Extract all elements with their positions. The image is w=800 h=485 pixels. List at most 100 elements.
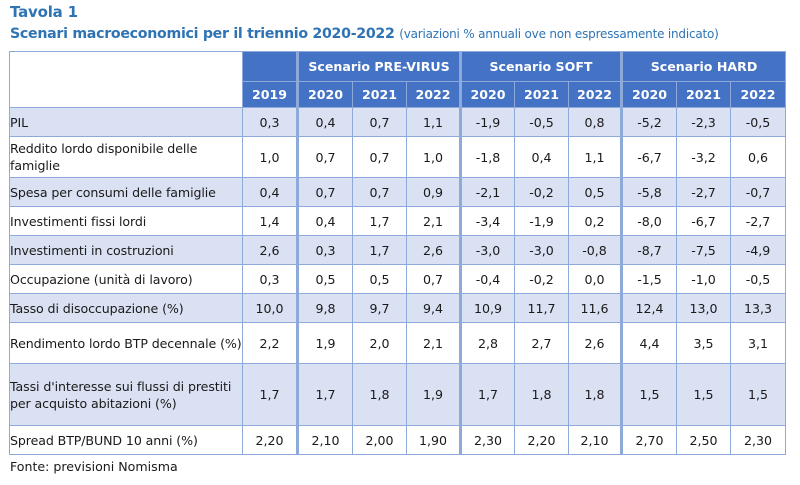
value-cell: 0,4 <box>296 107 353 137</box>
table-row: PIL 0,3 0,4 0,7 1,1 -1,9 -0,5 0,8 -5,2 -2,3 -0,5 <box>9 107 787 137</box>
value-cell: 0,0 <box>568 264 622 294</box>
row-label: Spread BTP/BUND 10 anni (%) <box>9 425 243 455</box>
value-cell: -2,1 <box>459 177 515 207</box>
value-cell: -2,7 <box>729 206 787 236</box>
value-cell: 1,7 <box>352 235 407 265</box>
value-cell: -2,3 <box>676 107 731 137</box>
value-cell: 1,0 <box>242 136 298 178</box>
value-cell: 1,8 <box>352 363 407 426</box>
value-cell: 0,7 <box>352 136 407 178</box>
scenario-table: Scenario PRE-VIRUS Scenario SOFT Scenari… <box>9 51 787 455</box>
value-cell: 1,7 <box>242 363 298 426</box>
value-cell: -0,2 <box>514 177 569 207</box>
value-cell: 9,8 <box>296 293 353 323</box>
value-cell: 0,4 <box>242 177 298 207</box>
value-cell: 0,6 <box>729 136 787 178</box>
header-year: 2022 <box>406 81 461 108</box>
header-year: 2022 <box>568 81 622 108</box>
value-cell: 0,2 <box>568 206 622 236</box>
value-cell: -8,7 <box>620 235 677 265</box>
value-cell: -6,7 <box>676 206 731 236</box>
value-cell: 2,0 <box>352 322 407 364</box>
value-cell: 2,00 <box>352 425 407 455</box>
value-cell: 13,0 <box>676 293 731 323</box>
value-cell: 2,1 <box>406 206 461 236</box>
value-cell: -3,0 <box>514 235 569 265</box>
value-cell: -1,9 <box>459 107 515 137</box>
table-row: Investimenti fissi lordi 1,4 0,4 1,7 2,1 -3,4… <box>9 206 787 236</box>
value-cell: 1,8 <box>514 363 569 426</box>
value-cell: 1,90 <box>406 425 461 455</box>
value-cell: 10,9 <box>459 293 515 323</box>
value-cell: 1,0 <box>406 136 461 178</box>
row-label: Investimenti fissi lordi <box>9 206 243 236</box>
value-cell: 0,3 <box>296 235 353 265</box>
table-number: Tavola 1 <box>10 3 78 21</box>
table-body: PIL 0,3 0,4 0,7 1,1 -1,9 -0,5 0,8 -5,2 -2,3 -0,5 Re… <box>9 107 787 455</box>
value-cell: 4,4 <box>620 322 677 364</box>
header-scenario-soft: Scenario SOFT <box>459 51 622 82</box>
value-cell: 3,5 <box>676 322 731 364</box>
table-row: Spesa per consumi delle famiglie 0,4 0,7 0,… <box>9 177 787 207</box>
table-row: Reddito lordo disponibile delle famiglie… <box>9 136 787 178</box>
value-cell: 2,30 <box>729 425 787 455</box>
header-scenario-pre-virus: Scenario PRE-VIRUS <box>296 51 461 82</box>
value-cell: 0,3 <box>242 107 298 137</box>
value-cell: 1,7 <box>459 363 515 426</box>
row-label: Investimenti in costruzioni <box>9 235 243 265</box>
value-cell: 1,5 <box>676 363 731 426</box>
value-cell: 0,7 <box>406 264 461 294</box>
value-cell: 1,7 <box>352 206 407 236</box>
row-label: PIL <box>9 107 243 137</box>
value-cell: -1,9 <box>514 206 569 236</box>
value-cell: 1,8 <box>568 363 622 426</box>
table-row: Tasso di disoccupazione (%) 10,0 9,8 9,7 9,4… <box>9 293 787 323</box>
value-cell: 2,6 <box>406 235 461 265</box>
value-cell: 2,8 <box>459 322 515 364</box>
value-cell: 1,7 <box>296 363 353 426</box>
header-year: 2020 <box>296 81 353 108</box>
value-cell: 2,6 <box>242 235 298 265</box>
value-cell: 2,6 <box>568 322 622 364</box>
row-label: Tasso di disoccupazione (%) <box>9 293 243 323</box>
value-cell: 12,4 <box>620 293 677 323</box>
value-cell: 1,9 <box>406 363 461 426</box>
value-cell: 2,10 <box>568 425 622 455</box>
value-cell: 0,8 <box>568 107 622 137</box>
value-cell: 1,9 <box>296 322 353 364</box>
value-cell: 1,1 <box>568 136 622 178</box>
header-row-scenarios: Scenario PRE-VIRUS Scenario SOFT Scenari… <box>9 51 787 108</box>
value-cell: -3,0 <box>459 235 515 265</box>
value-cell: 2,20 <box>242 425 298 455</box>
value-cell: -0,4 <box>459 264 515 294</box>
value-cell: 11,7 <box>514 293 569 323</box>
value-cell: -5,2 <box>620 107 677 137</box>
table-title: Scenari macroeconomici per il triennio 2… <box>10 26 719 42</box>
value-cell: 1,1 <box>406 107 461 137</box>
value-cell: 0,4 <box>514 136 569 178</box>
value-cell: -0,7 <box>729 177 787 207</box>
header-year: 2020 <box>459 81 515 108</box>
value-cell: 0,3 <box>242 264 298 294</box>
value-cell: 11,6 <box>568 293 622 323</box>
header-year: 2019 <box>242 81 298 108</box>
value-cell: 2,2 <box>242 322 298 364</box>
value-cell: -4,9 <box>729 235 787 265</box>
header-year: 2021 <box>676 81 731 108</box>
table-row: Occupazione (unità di lavoro) 0,3 0,5 0,5 0,… <box>9 264 787 294</box>
value-cell: -1,8 <box>459 136 515 178</box>
table-row: Spread BTP/BUND 10 anni (%) 2,20 2,10 2,00 1… <box>9 425 787 455</box>
source-note: Fonte: previsioni Nomisma <box>10 459 178 474</box>
value-cell: 2,20 <box>514 425 569 455</box>
value-cell: -1,5 <box>620 264 677 294</box>
value-cell: -0,5 <box>514 107 569 137</box>
table-row: Investimenti in costruzioni 2,6 0,3 1,7 2,6-… <box>9 235 787 265</box>
value-cell: 2,7 <box>514 322 569 364</box>
value-cell: 10,0 <box>242 293 298 323</box>
value-cell: -5,8 <box>620 177 677 207</box>
header-blank-2019 <box>242 51 298 82</box>
value-cell: -0,5 <box>729 264 787 294</box>
value-cell: 0,7 <box>296 177 353 207</box>
value-cell: -6,7 <box>620 136 677 178</box>
value-cell: -8,0 <box>620 206 677 236</box>
